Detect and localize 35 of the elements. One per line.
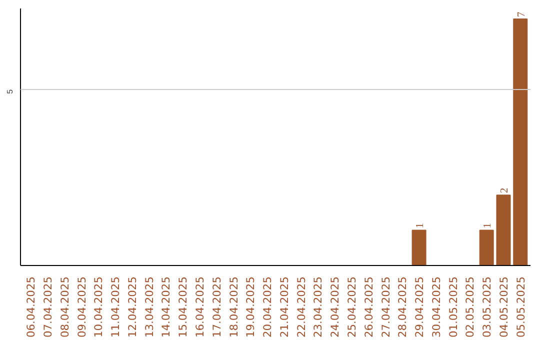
data-label: 7 bbox=[516, 11, 528, 18]
x-tick-label: 17.04.2025 bbox=[210, 276, 224, 338]
x-tick-label: 10.04.2025 bbox=[92, 276, 106, 338]
x-tick-label: 06.04.2025 bbox=[24, 276, 38, 338]
x-tick-label: 22.04.2025 bbox=[294, 276, 308, 338]
x-tick-label: 15.04.2025 bbox=[176, 276, 190, 338]
x-tick-label: 23.04.2025 bbox=[312, 276, 325, 338]
x-tick-label: 12.04.2025 bbox=[126, 276, 139, 338]
data-label: 1 bbox=[415, 222, 426, 228]
x-tick-label: 05.05.2025 bbox=[514, 276, 528, 338]
x-tick-label: 30.04.2025 bbox=[430, 276, 443, 338]
x-tick-label: 02.05.2025 bbox=[464, 276, 477, 338]
x-tick-label: 09.04.2025 bbox=[75, 276, 88, 338]
x-tick-label: 24.04.2025 bbox=[328, 276, 342, 338]
x-tick-label: 19.04.2025 bbox=[244, 276, 258, 338]
x-tick-label: 29.04.2025 bbox=[413, 276, 426, 338]
data-label: 1 bbox=[482, 222, 494, 228]
x-tick-label: 18.04.2025 bbox=[227, 276, 240, 338]
x-tick-label: 21.04.2025 bbox=[278, 276, 291, 338]
x-tick-label: 08.04.2025 bbox=[58, 276, 72, 338]
x-tick-label: 03.05.2025 bbox=[480, 276, 494, 338]
x-tick-label: 28.04.2025 bbox=[396, 276, 410, 338]
x-tick-label: 25.04.2025 bbox=[345, 276, 358, 338]
x-tick-label: 27.04.2025 bbox=[379, 276, 392, 338]
x-tick-label: 14.04.2025 bbox=[160, 276, 173, 338]
x-tick-label: 04.05.2025 bbox=[497, 276, 510, 338]
ref-line-label: 5 bbox=[6, 88, 14, 94]
x-tick-label: 07.04.2025 bbox=[42, 276, 55, 338]
x-tick-label: 01.05.2025 bbox=[446, 276, 460, 338]
x-tick-label: 13.04.2025 bbox=[142, 276, 156, 338]
data-label: 2 bbox=[499, 188, 510, 194]
x-tick-label: 26.04.2025 bbox=[362, 276, 376, 338]
x-tick-label: 11.04.2025 bbox=[109, 276, 122, 338]
x-tick-label: 16.04.2025 bbox=[194, 276, 207, 338]
x-tick-label: 20.04.2025 bbox=[261, 276, 274, 338]
